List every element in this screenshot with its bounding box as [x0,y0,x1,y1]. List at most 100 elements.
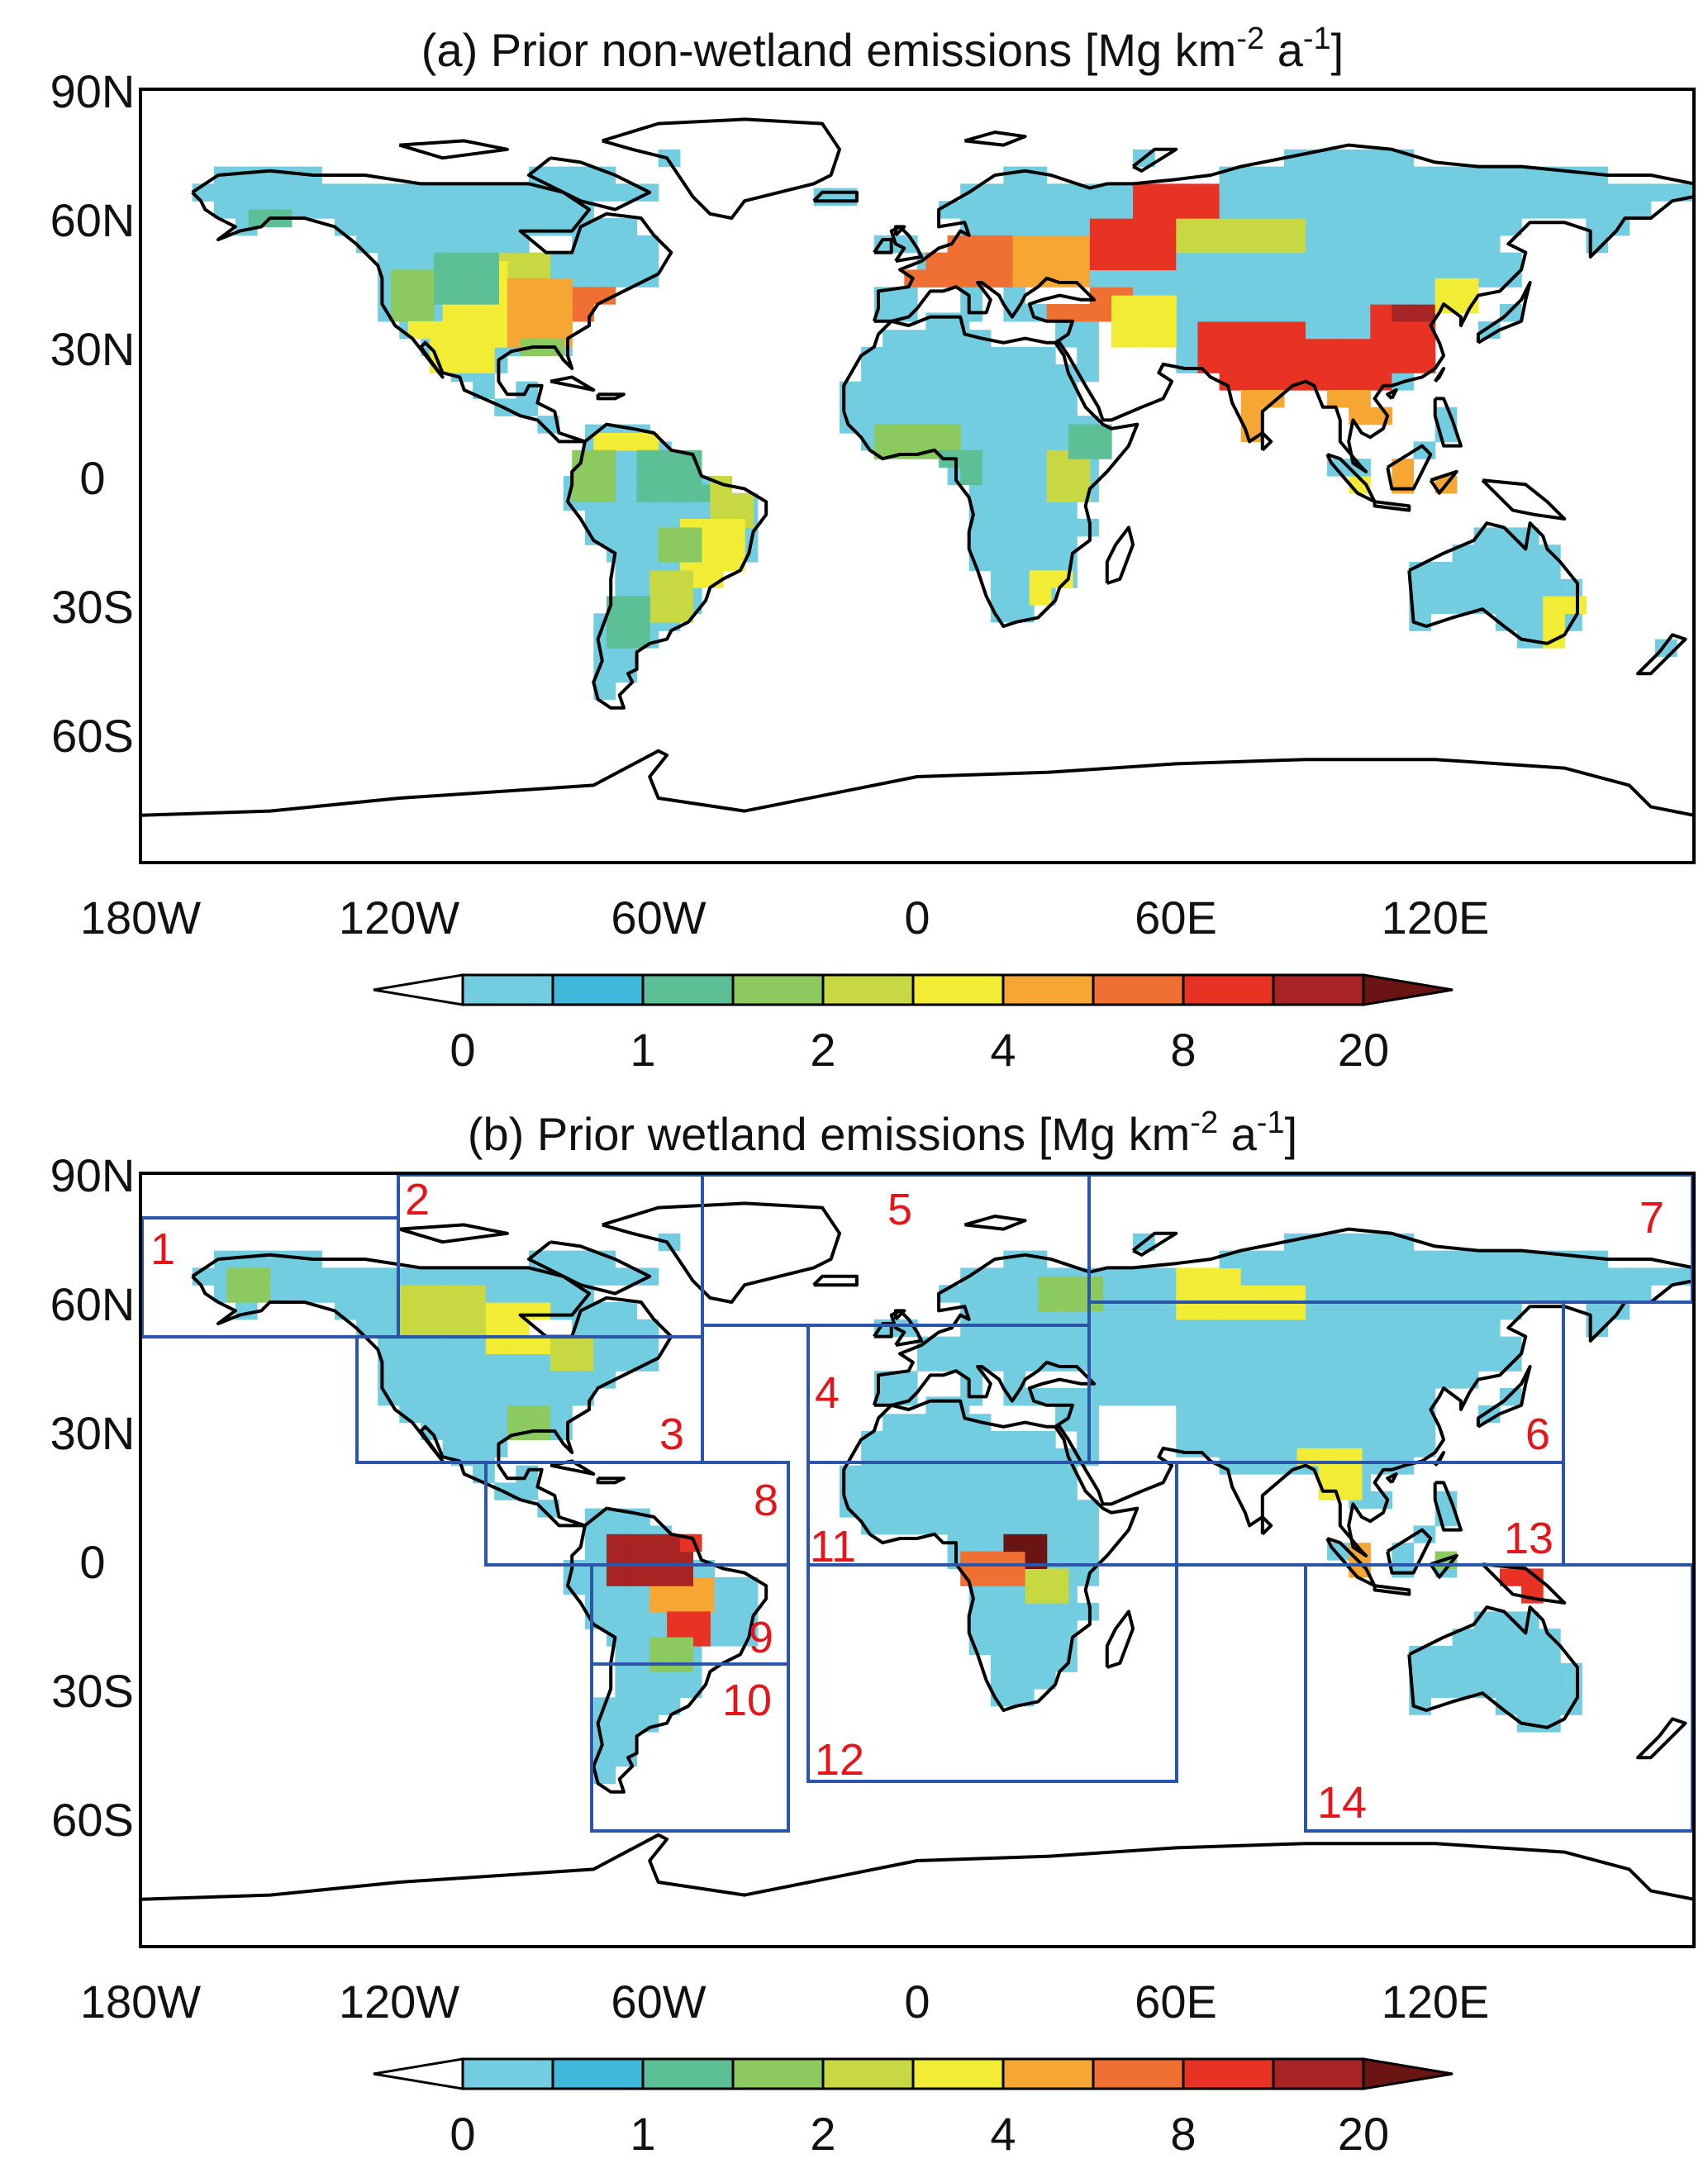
grid-cell [399,1319,421,1338]
grid-cell [671,570,693,588]
grid-cell [1349,1353,1371,1372]
grid-cell [1089,1388,1112,1406]
grid-cell [1089,424,1112,442]
grid-cell [1240,183,1263,202]
grid-cell [529,278,551,297]
grid-cell [1068,1319,1091,1338]
coastline [812,190,859,203]
grid-cell [455,269,478,288]
grid-cell [990,269,1013,288]
grid-cell [1219,183,1242,202]
grid-cell [399,235,421,254]
grid-cell [947,1500,970,1518]
grid-cell [1283,304,1306,322]
grid-cell [507,295,530,313]
grid-cell [968,1500,992,1518]
grid-cell [990,570,1013,588]
grid-cell [1262,287,1285,305]
coastline [566,422,768,710]
coastline [1260,1515,1273,1536]
grid-cell [990,535,1013,554]
grid-cell [1306,1388,1328,1406]
grid-cell [1219,269,1242,288]
grid-cell [1176,201,1198,219]
grid-cell [1473,562,1496,580]
colorbar-segment [1092,973,1185,1006]
grid-cell [464,1302,487,1320]
grid-cell [1197,1422,1220,1440]
colorbar-segment [821,2057,915,2090]
grid-cell [1327,1353,1349,1372]
grid-cell [593,449,616,468]
grid-cell [1306,304,1328,322]
grid-cell [1409,578,1431,597]
coastline [527,156,652,212]
grid-cell [1306,373,1328,391]
grid-cell [1495,1662,1518,1681]
grid-cell [1306,321,1328,340]
grid-cell [464,201,487,219]
grid-cell [1262,373,1285,391]
grid-cell [399,1353,421,1372]
grid-cell [1011,484,1035,502]
coastline [550,375,596,392]
grid-cell [1516,613,1539,631]
grid-cell [1219,355,1242,373]
grid-cell [925,1517,949,1535]
grid-cell [507,278,530,297]
grid-cell [1349,338,1371,356]
grid-cell [529,201,551,219]
grid-cell [1219,1319,1242,1338]
grid-cell [399,1336,421,1354]
grid-cell [356,201,378,219]
grid-cell [861,1482,883,1500]
grid-cell [1003,1285,1026,1303]
grid-cell [1262,252,1285,270]
grid-cell [649,1568,672,1586]
grid-cell [1003,166,1026,184]
grid-cell [1077,1500,1099,1518]
grid-cell [584,1543,607,1561]
grid-cell [1176,1422,1198,1440]
grid-cell [990,587,1013,606]
coastline [1386,1472,1398,1484]
grid-cell [442,218,465,236]
grid-cell [1055,1603,1078,1621]
grid-cell [1176,321,1198,340]
grid-cell [1025,201,1048,219]
grid-cell [1456,295,1479,313]
grid-cell [1413,166,1436,184]
lon-tick-60w: 60W [611,1976,706,2028]
grid-cell [1068,183,1091,202]
grid-cell [1034,347,1056,365]
grid-cell [1089,304,1112,322]
grid-cell [1046,1568,1069,1586]
grid-cell [679,527,702,545]
grid-cell [1133,330,1155,348]
colorbar-segment [911,2057,1005,2090]
grid-cell [1564,1267,1587,1286]
grid-cell [1240,304,1263,322]
grid-cell [1473,1662,1496,1681]
grid-cell [667,1611,689,1629]
grid-cell [1543,183,1565,202]
grid-cell [960,1285,982,1303]
grid-cell [1349,166,1371,184]
grid-cell [572,269,594,288]
grid-cell [1219,338,1242,356]
grid-cell [1339,1482,1363,1500]
grid-cell [1392,235,1415,254]
colorbar-segment [461,2057,554,2090]
grid-cell [442,1371,465,1389]
grid-cell [1564,596,1587,614]
grid-cell [1283,1267,1306,1286]
grid-cell [990,502,1013,520]
grid-cell [615,1267,638,1286]
grid-cell [1516,596,1539,614]
lon-tick-0: 0 [904,1976,930,2028]
region-label-8: 8 [754,1476,778,1525]
grid-cell [1607,1267,1630,1286]
grid-cell [507,201,530,219]
grid-cell [1176,1336,1198,1354]
grid-cell [248,1285,271,1303]
